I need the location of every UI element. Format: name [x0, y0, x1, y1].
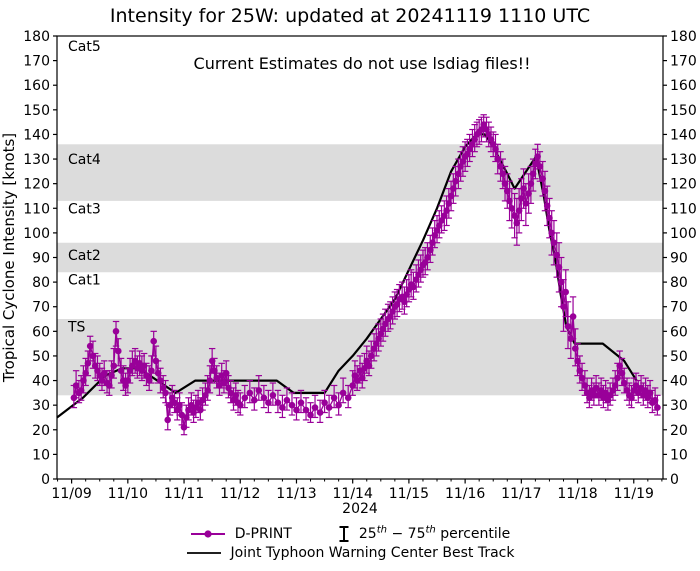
percentile-sup-2: th	[425, 524, 436, 536]
percentile-dash-75: − 75	[387, 526, 426, 542]
x-tick-label: 11/09	[51, 486, 91, 502]
x-tick-label: 11/12	[220, 486, 260, 502]
y-tick-label-right: 150	[670, 103, 697, 119]
legend-item-best-track: Joint Typhoon Warning Center Best Track	[186, 545, 515, 561]
y-tick-label-left: 140	[23, 127, 50, 143]
y-tick-label-right: 120	[670, 177, 697, 193]
y-tick-label-left: 80	[32, 275, 50, 291]
x-tick-label: 11/13	[276, 486, 316, 502]
y-tick-label-left: 170	[23, 54, 50, 70]
y-tick-label-left: 130	[23, 152, 50, 168]
y-tick-label-left: 120	[23, 177, 50, 193]
y-tick-label-right: 40	[670, 374, 688, 390]
y-tick-label-right: 160	[670, 78, 697, 94]
category-label-Cat3: Cat3	[68, 201, 101, 217]
best-track-swatch-icon	[186, 552, 221, 554]
y-tick-label-right: 170	[670, 54, 697, 70]
legend: D-PRINT 25th − 75th percentile Joint Typ…	[0, 525, 700, 561]
y-tick-label-right: 130	[670, 152, 697, 168]
y-tick-label-left: 110	[23, 201, 50, 217]
y-tick-label-right: 0	[670, 472, 679, 488]
legend-label-percentile: 25th − 75th percentile	[358, 524, 511, 542]
chart-title: Intensity for 25W: updated at 20241119 1…	[109, 5, 591, 27]
y-tick-label-right: 90	[670, 251, 688, 267]
y-tick-label-right: 100	[670, 226, 697, 242]
legend-row-1: D-PRINT 25th − 75th percentile	[190, 525, 510, 543]
y-tick-label-right: 30	[670, 398, 688, 414]
x-ticks: 11/09 11/10 11/11 11/12 11/13 11/14 11/15 11/16…	[51, 479, 663, 502]
y-tick-label-left: 90	[32, 251, 50, 267]
subtitle: Current Estimates do not use lsdiag file…	[194, 54, 531, 73]
legend-item-percentile: 25th − 75th percentile	[338, 525, 510, 543]
d-print-markers	[70, 121, 661, 431]
x-tick-label: 11/15	[389, 486, 429, 502]
y-tick-label-right: 60	[670, 324, 688, 340]
x-tick-label: 11/18	[557, 486, 597, 502]
y-tick-label-right: 80	[670, 275, 688, 291]
y-tick-label-right: 20	[670, 423, 688, 439]
category-label-Cat4: Cat4	[68, 152, 101, 168]
x-tick-label: 11/17	[501, 486, 541, 502]
percentile-sup-1: th	[376, 524, 388, 536]
percentile-25: 25	[358, 526, 377, 542]
y-ticks: 0 0 10 10 20 20 30 30 40 40 50 50 60 60 70 70 80 80 90 90 10…	[23, 29, 696, 488]
x-tick-label: 11/16	[445, 486, 485, 502]
y-tick-label-left: 60	[32, 324, 50, 340]
y-tick-label-right: 140	[670, 127, 697, 143]
y-tick-label-left: 100	[23, 226, 50, 242]
category-label-Cat2: Cat2	[68, 248, 101, 264]
d-print-swatch-icon	[190, 530, 225, 538]
y-tick-label-left: 20	[32, 423, 50, 439]
percentile-word: percentile	[435, 526, 511, 542]
y-tick-label-right: 50	[670, 349, 688, 365]
y-tick-label-left: 10	[32, 447, 50, 463]
category-band	[57, 144, 663, 201]
legend-row-2: Joint Typhoon Warning Center Best Track	[186, 545, 515, 561]
y-tick-label-right: 70	[670, 300, 688, 316]
x-tick-label: 11/14	[333, 486, 373, 502]
y-tick-label-right: 10	[670, 447, 688, 463]
y-tick-label-left: 30	[32, 398, 50, 414]
y-tick-label-left: 160	[23, 78, 50, 94]
y-tick-label-left: 150	[23, 103, 50, 119]
legend-label-d-print: D-PRINT	[234, 526, 292, 542]
percentile-errorbar-icon	[339, 526, 349, 542]
y-tick-label-left: 70	[32, 300, 50, 316]
y-tick-label-left: 50	[32, 349, 50, 365]
y-axis-label: Tropical Cyclone Intensity [knots]	[0, 133, 18, 383]
y-tick-label-left: 0	[41, 472, 50, 488]
x-tick-label: 11/10	[108, 486, 148, 502]
y-tick-label-left: 180	[23, 29, 50, 45]
category-label-Cat1: Cat1	[68, 273, 101, 289]
y-tick-label-left: 40	[32, 374, 50, 390]
category-band	[57, 242, 663, 273]
category-label-Cat5: Cat5	[68, 39, 101, 55]
legend-label-best-track: Joint Typhoon Warning Center Best Track	[230, 545, 515, 561]
y-tick-label-right: 110	[670, 201, 697, 217]
y-tick-label-right: 180	[670, 29, 697, 45]
category-label-TS: TS	[67, 319, 86, 335]
year-label: 2024	[342, 501, 378, 517]
x-tick-label: 11/11	[164, 486, 204, 502]
x-tick-label: 11/19	[614, 486, 654, 502]
legend-item-d-print: D-PRINT	[190, 526, 292, 542]
